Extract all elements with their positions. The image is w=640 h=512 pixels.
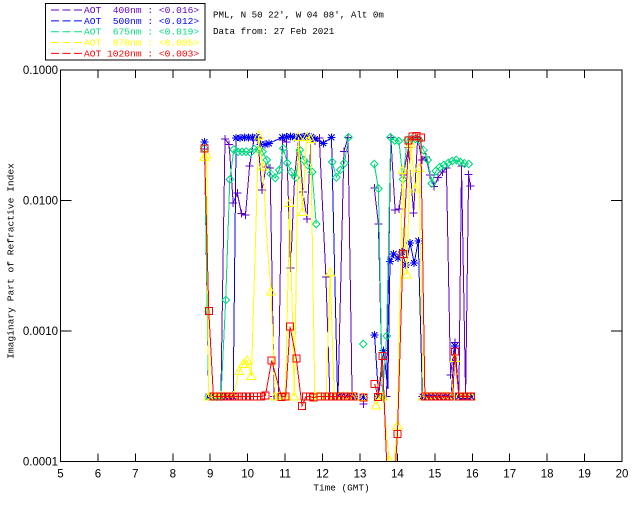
svg-text:AOT 675nm : <0.019>: AOT 675nm : <0.019> (84, 27, 199, 38)
svg-text:0.0100: 0.0100 (23, 196, 58, 208)
svg-text:10: 10 (241, 469, 254, 481)
svg-text:11: 11 (279, 469, 291, 481)
svg-text:15: 15 (428, 469, 441, 481)
svg-text:14: 14 (391, 469, 404, 481)
svg-text:9: 9 (207, 469, 213, 481)
svg-text:AOT 400nm : <0.016>: AOT 400nm : <0.016> (84, 5, 199, 16)
svg-text:0.0001: 0.0001 (23, 456, 58, 468)
svg-text:5: 5 (57, 469, 63, 481)
svg-text:0.0010: 0.0010 (23, 326, 58, 338)
svg-text:Data from: 27 Feb 2021: Data from: 27 Feb 2021 (213, 26, 335, 37)
svg-text:PML, N 50 22', W 04 08', Alt 0: PML, N 50 22', W 04 08', Alt 0m (213, 10, 384, 21)
svg-text:16: 16 (466, 469, 479, 481)
svg-text:12: 12 (316, 469, 329, 481)
svg-text:19: 19 (578, 469, 591, 481)
svg-text:13: 13 (354, 469, 367, 481)
svg-text:AOT 870nm : <0.005>: AOT 870nm : <0.005> (84, 38, 199, 49)
svg-text:0.1000: 0.1000 (23, 65, 58, 77)
svg-text:6: 6 (95, 469, 101, 481)
svg-text:Imaginary Part of Refractive I: Imaginary Part of Refractive Index (6, 163, 17, 359)
svg-text:20: 20 (616, 469, 629, 481)
svg-text:AOT 500nm : <0.012>: AOT 500nm : <0.012> (84, 16, 199, 27)
svg-text:8: 8 (170, 469, 176, 481)
svg-text:AOT 1020nm : <0.003>: AOT 1020nm : <0.003> (84, 48, 199, 59)
svg-text:17: 17 (503, 469, 516, 481)
svg-text:18: 18 (541, 469, 554, 481)
svg-text:Time (GMT): Time (GMT) (313, 483, 369, 494)
svg-text:7: 7 (132, 469, 138, 481)
